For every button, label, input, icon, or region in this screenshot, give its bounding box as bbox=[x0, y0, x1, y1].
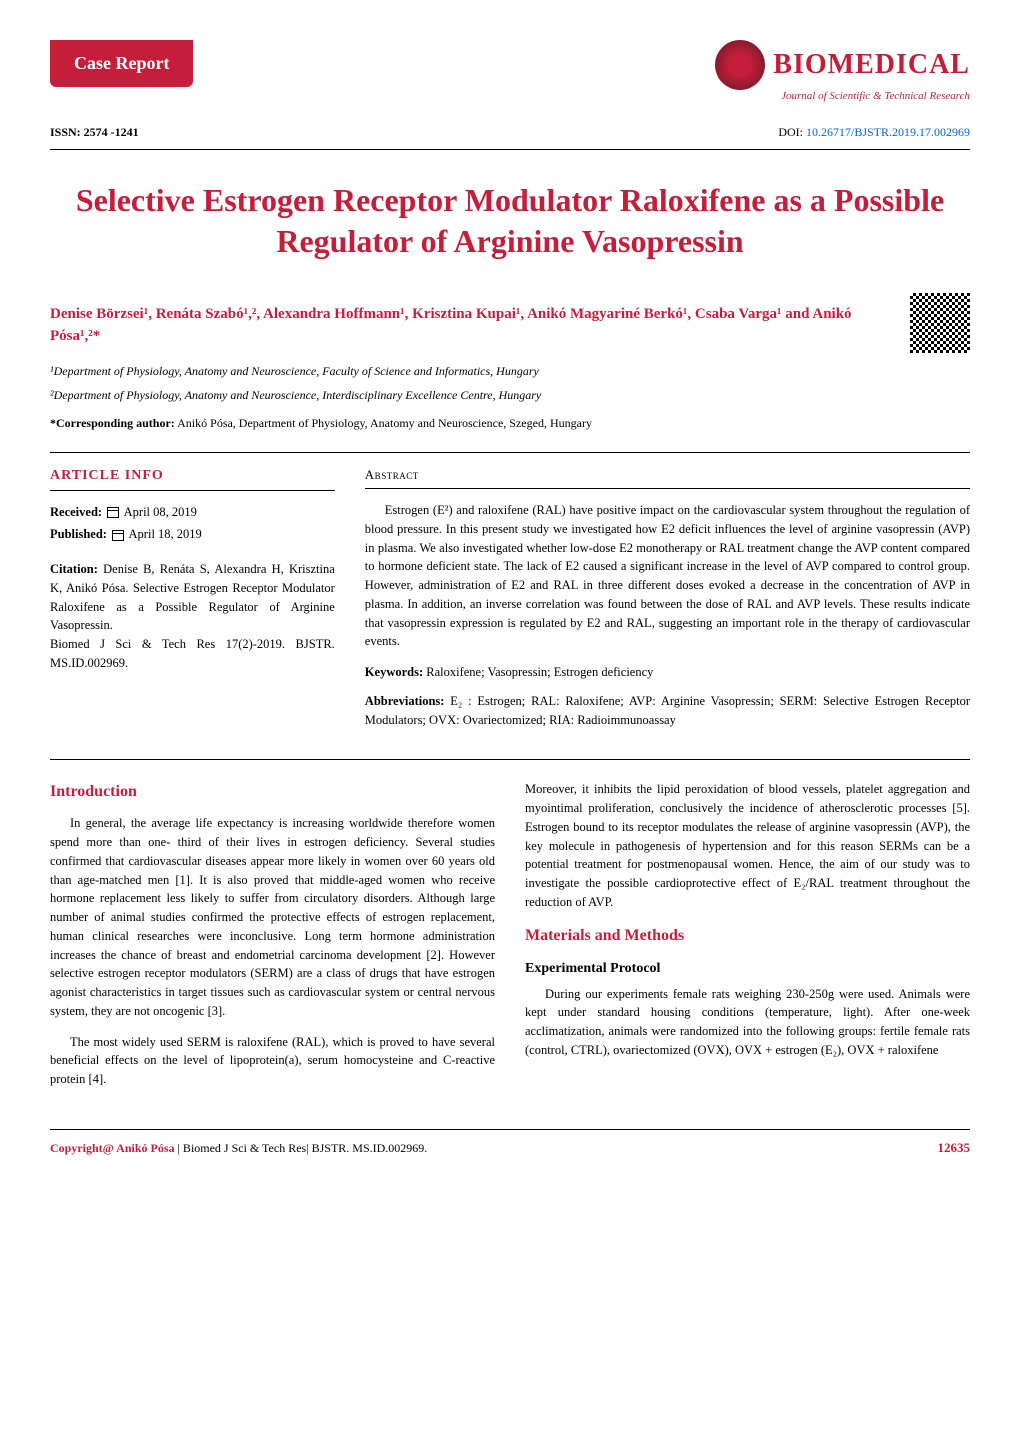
citation-journal: Biomed J Sci & Tech Res 17(2)-2019. BJST… bbox=[50, 637, 335, 670]
published-line: Published: April 18, 2019 bbox=[50, 525, 335, 544]
materials-methods-heading: Materials and Methods bbox=[525, 924, 970, 948]
article-info-column: ARTICLE INFO Received: April 08, 2019 Pu… bbox=[50, 465, 335, 740]
case-report-badge: Case Report bbox=[50, 40, 193, 87]
protocol-paragraph-1: During our experiments female rats weigh… bbox=[525, 985, 970, 1060]
keywords-label: Keywords: bbox=[365, 665, 423, 679]
corresponding-text: Anikó Pósa, Department of Physiology, An… bbox=[177, 416, 592, 430]
abstract-column: Abstract Estrogen (E²) and raloxifene (R… bbox=[365, 465, 970, 740]
citation-block: Citation: Denise B, Renáta S, Alexandra … bbox=[50, 560, 335, 673]
issn-label: ISSN: 2574 -1241 bbox=[50, 123, 139, 141]
received-label: Received: bbox=[50, 505, 102, 519]
divider-pre-info bbox=[50, 452, 970, 453]
body-two-column: Introduction In general, the average lif… bbox=[50, 780, 970, 1089]
received-line: Received: April 08, 2019 bbox=[50, 503, 335, 522]
published-label: Published: bbox=[50, 527, 107, 541]
header-row: Case Report BIOMEDICAL Journal of Scient… bbox=[50, 40, 970, 105]
affiliation-2: ²Department of Physiology, Anatomy and N… bbox=[50, 386, 970, 404]
copyright-rest: | Biomed J Sci & Tech Res| BJSTR. MS.ID.… bbox=[175, 1141, 428, 1155]
intro-paragraph-2: The most widely used SERM is raloxifene … bbox=[50, 1033, 495, 1089]
logo-subtitle: Journal of Scientific & Technical Resear… bbox=[715, 88, 970, 105]
info-abstract-row: ARTICLE INFO Received: April 08, 2019 Pu… bbox=[50, 465, 970, 740]
page-number: 12635 bbox=[938, 1138, 971, 1158]
doi-label: DOI: bbox=[778, 125, 803, 139]
corresponding-author: *Corresponding author: Anikó Pósa, Depar… bbox=[50, 414, 970, 432]
abstract-heading: Abstract bbox=[365, 465, 970, 490]
article-info-heading: ARTICLE INFO bbox=[50, 465, 335, 491]
calendar-icon bbox=[112, 530, 124, 541]
copyright-author: Copyright@ Anikó Pósa bbox=[50, 1141, 175, 1155]
divider-post-abstract bbox=[50, 759, 970, 760]
affiliation-1: ¹Department of Physiology, Anatomy and N… bbox=[50, 362, 970, 380]
paper-title: Selective Estrogen Receptor Modulator Ra… bbox=[50, 180, 970, 263]
logo-text: BIOMEDICAL bbox=[773, 44, 970, 86]
doi-container: DOI: 10.26717/BJSTR.2019.17.002969 bbox=[778, 123, 970, 141]
abbreviations-text: E₂ : Estrogen; RAL: Raloxifene; AVP: Arg… bbox=[365, 694, 970, 727]
authors-line: Denise Börzsei¹, Renáta Szabó¹,², Alexan… bbox=[50, 303, 970, 348]
experimental-protocol-heading: Experimental Protocol bbox=[525, 958, 970, 979]
divider-top bbox=[50, 149, 970, 150]
introduction-heading: Introduction bbox=[50, 780, 495, 804]
abstract-text: Estrogen (E²) and raloxifene (RAL) have … bbox=[365, 501, 970, 651]
abbreviations-line: Abbreviations: E₂ : Estrogen; RAL: Ralox… bbox=[365, 692, 970, 730]
corresponding-label: *Corresponding author: bbox=[50, 416, 175, 430]
calendar-icon bbox=[107, 507, 119, 518]
footer-left: Copyright@ Anikó Pósa | Biomed J Sci & T… bbox=[50, 1139, 427, 1157]
meta-row: ISSN: 2574 -1241 DOI: 10.26717/BJSTR.201… bbox=[50, 123, 970, 141]
received-date: April 08, 2019 bbox=[124, 505, 197, 519]
journal-logo: BIOMEDICAL Journal of Scientific & Techn… bbox=[715, 40, 970, 105]
published-date: April 18, 2019 bbox=[129, 527, 202, 541]
keywords-text: Raloxifene; Vasopressin; Estrogen defici… bbox=[426, 665, 653, 679]
logo-top: BIOMEDICAL bbox=[715, 40, 970, 90]
citation-label: Citation: bbox=[50, 562, 98, 576]
footer-row: Copyright@ Anikó Pósa | Biomed J Sci & T… bbox=[50, 1129, 970, 1158]
biomedical-icon bbox=[715, 40, 765, 90]
intro-paragraph-3: Moreover, it inhibits the lipid peroxida… bbox=[525, 780, 970, 911]
author-block: Denise Börzsei¹, Renáta Szabó¹,², Alexan… bbox=[50, 303, 970, 432]
qr-code-icon bbox=[910, 293, 970, 353]
abbreviations-label: Abbreviations: bbox=[365, 694, 445, 708]
keywords-line: Keywords: Raloxifene; Vasopressin; Estro… bbox=[365, 663, 970, 682]
doi-link[interactable]: 10.26717/BJSTR.2019.17.002969 bbox=[806, 125, 970, 139]
intro-paragraph-1: In general, the average life expectancy … bbox=[50, 814, 495, 1020]
